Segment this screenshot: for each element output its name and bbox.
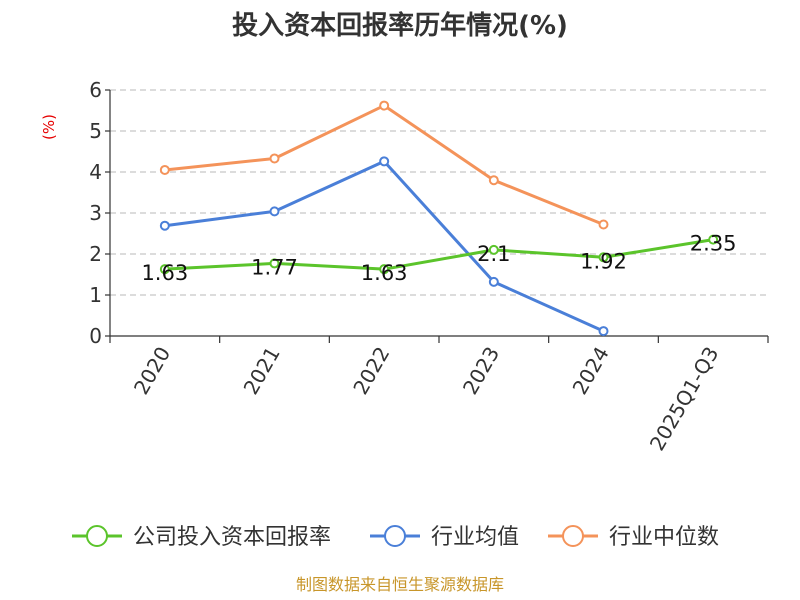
legend-swatch-marker (562, 525, 584, 547)
data-labels: 1.63 1.77 1.63 2.1 1.92 2.35 (141, 232, 736, 286)
legend-label: 行业中位数 (609, 525, 719, 550)
x-tick-2023: 2023 (458, 343, 504, 399)
data-point-1-2021 (269, 206, 280, 217)
data-point-2-2022 (379, 100, 390, 111)
x-tick-labels: 2020 2021 2022 2023 2024 2025Q1-Q3 (129, 343, 724, 455)
y-tick-5: 5 (89, 119, 102, 143)
data-point-1-2024 (598, 326, 609, 337)
data-point-0-2025Q1-Q3 (708, 234, 719, 245)
data-point-1-2020 (159, 220, 170, 231)
data-source-note: 制图数据来自恒生聚源数据库 (296, 575, 504, 594)
data-label-2023: 2.1 (477, 242, 510, 266)
data-point-1-2022 (379, 156, 390, 167)
y-axis-unit: (%) (40, 114, 58, 140)
y-tick-0: 0 (89, 324, 102, 348)
data-label-2024: 1.92 (580, 249, 627, 273)
x-tick-2025Q1-Q3: 2025Q1-Q3 (645, 343, 724, 455)
y-tick-1: 1 (89, 283, 102, 307)
data-label-2021: 1.77 (251, 255, 298, 279)
legend: 公司投入资本回报率 行业均值 行业中位数 (72, 525, 719, 550)
data-point-2-2021 (269, 153, 280, 164)
legend-label: 行业均值 (431, 525, 519, 550)
series-line-0 (164, 238, 714, 271)
legend-swatch-marker (86, 525, 108, 547)
chart-title: 投入资本回报率历年情况(%) (232, 10, 568, 41)
legend-item-0: 公司投入资本回报率 (72, 525, 331, 550)
x-tick-2020: 2020 (129, 343, 175, 399)
data-point-0-2020 (159, 264, 170, 275)
legend-label: 公司投入资本回报率 (133, 525, 331, 550)
x-tick-2022: 2022 (348, 343, 394, 399)
data-point-1-2023 (488, 276, 499, 287)
data-point-2-2024 (598, 219, 609, 230)
legend-swatch-marker (384, 525, 406, 547)
data-point-0-2023 (488, 244, 499, 255)
series-line-1 (164, 159, 605, 333)
data-point-2-2020 (159, 164, 170, 175)
data-point-2-2023 (488, 175, 499, 186)
axes (105, 89, 769, 343)
data-point-0-2024 (598, 252, 609, 263)
data-point-0-2021 (269, 258, 280, 269)
data-label-2020: 1.63 (141, 261, 188, 285)
data-label-2025Q1-Q3: 2.35 (690, 232, 737, 256)
x-tick-2024: 2024 (568, 343, 614, 399)
data-point-0-2022 (379, 264, 390, 275)
x-tick-2021: 2021 (239, 343, 285, 399)
data-label-2022: 1.63 (361, 261, 408, 285)
y-tick-4: 4 (89, 160, 102, 184)
legend-item-1: 行业均值 (370, 525, 519, 550)
y-tick-labels: 0 1 2 3 4 5 6 (89, 78, 102, 348)
series-lines (159, 100, 719, 337)
legend-item-2: 行业中位数 (548, 525, 719, 550)
y-tick-6: 6 (89, 78, 102, 102)
y-tick-2: 2 (89, 242, 102, 266)
y-tick-3: 3 (89, 201, 102, 225)
gridlines (110, 89, 768, 296)
